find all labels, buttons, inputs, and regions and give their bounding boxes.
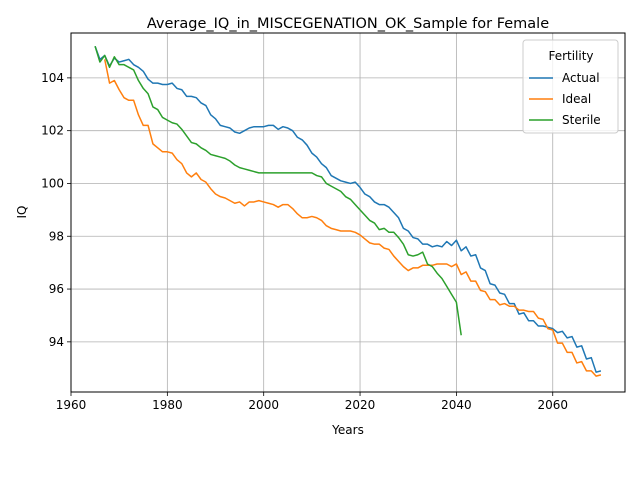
x-axis-label: Years [331,423,364,437]
x-axis-ticks: 1960 1980 2000 2020 2040 2060 [56,392,568,412]
series-line-ideal [103,59,602,377]
y-tick-label: 94 [49,335,64,349]
legend: Fertility Actual Ideal Sterile [522,39,619,134]
legend-items: Actual Ideal Sterile [529,71,601,127]
x-tick-label: 2060 [537,398,568,412]
y-axis-ticks: 94 96 98 100 102 104 [41,71,71,349]
series-line-sterile [94,45,462,336]
legend-label-sterile: Sterile [562,113,601,127]
plot-frame [70,32,626,393]
x-tick-label: 1960 [56,398,87,412]
legend-label-ideal: Ideal [562,92,591,106]
legend-title: Fertility [548,49,593,63]
y-tick-label: 96 [49,282,64,296]
y-tick-label: 98 [49,229,64,243]
x-tick-label: 2020 [345,398,376,412]
y-axis-label: IQ [15,206,29,219]
x-tick-label: 2000 [248,398,279,412]
y-tick-label: 104 [41,71,64,85]
y-tick-label: 100 [41,176,64,190]
legend-box [522,39,619,134]
legend-label-actual: Actual [562,71,600,85]
x-tick-label: 2040 [441,398,472,412]
x-tick-label: 1980 [152,398,183,412]
series-lines [94,45,602,377]
chart-title: Average_IQ_in_MISCEGENATION_OK_Sample fo… [147,16,549,32]
y-tick-label: 102 [41,124,64,138]
